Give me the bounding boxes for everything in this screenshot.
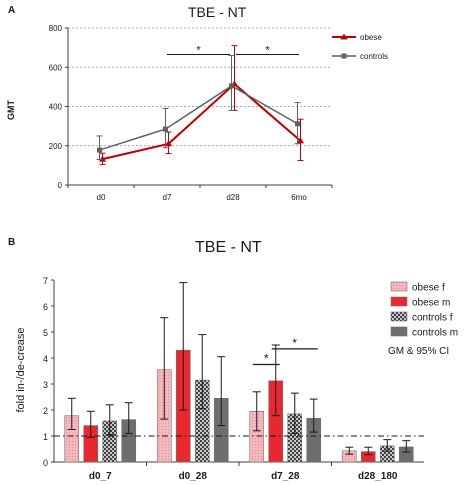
legend-obese-label: obese — [360, 33, 382, 42]
significance-star: * — [292, 336, 297, 350]
legend-label: obese f — [412, 283, 445, 294]
panel-a-legend: obese controls — [332, 33, 388, 61]
panel-a-gridlines — [68, 27, 332, 147]
x-tick-label: d28 — [226, 193, 240, 202]
significance-star: * — [196, 44, 201, 56]
data-point — [297, 137, 304, 144]
y-tick-label: 0 — [58, 181, 63, 190]
data-point — [295, 121, 300, 127]
series-obese-m — [83, 282, 376, 463]
legend-swatch — [390, 311, 408, 322]
significance-star: * — [265, 44, 270, 56]
panel-a-ylabel: GMT — [6, 100, 16, 120]
x-tick-label: d28_180 — [358, 471, 398, 482]
series-controls-f — [102, 334, 395, 463]
data-point — [99, 155, 106, 162]
legend-swatch — [390, 281, 408, 292]
panel-b-x-ticks: d0_7 d0_28 d7_28 d28_180 — [89, 462, 398, 482]
legend-swatch — [390, 326, 408, 337]
panel-a-y-ticks: 0 200 400 600 800 — [49, 24, 68, 190]
y-tick-label: 800 — [49, 24, 63, 33]
panel-b-label: B — [8, 237, 15, 248]
data-point — [229, 83, 234, 89]
panel-b-significance: ** — [252, 336, 318, 366]
series-line — [102, 82, 302, 161]
x-tick-label: d7 — [163, 193, 172, 202]
series-obese-f — [64, 317, 357, 463]
y-tick-label: 4 — [43, 354, 48, 364]
x-tick-label: d0_28 — [179, 471, 208, 482]
y-tick-label: 600 — [49, 63, 63, 72]
x-tick-label: d0 — [97, 193, 106, 202]
data-point — [97, 147, 102, 153]
panel-a-significance: * * — [167, 44, 299, 56]
panel-b-title: TBE - NT — [195, 239, 262, 256]
panel-a-x-ticks: d0 d7 d28 6mo — [67, 185, 333, 202]
series-controls-m — [121, 356, 414, 463]
panel-a-series — [96, 45, 304, 165]
panel-a-label: A — [8, 5, 15, 16]
x-tick-label: 6mo — [291, 193, 307, 202]
y-tick-label: 5 — [43, 328, 48, 338]
series-line — [99, 85, 298, 151]
y-tick-label: 0 — [43, 458, 48, 468]
data-point — [163, 126, 168, 132]
panel-a-title: TBE - NT — [188, 4, 247, 20]
x-tick-label: d0_7 — [89, 471, 112, 482]
y-tick-label: 200 — [49, 142, 63, 151]
series-controls — [96, 54, 301, 160]
legend-label: obese m — [412, 298, 450, 309]
panel-b-y-ticks: 0 1 2 3 4 5 6 7 — [43, 276, 54, 468]
data-point — [165, 140, 172, 147]
y-tick-label: 3 — [43, 380, 48, 390]
y-tick-label: 2 — [43, 406, 48, 416]
panel-b: B TBE - NT fold in-/de-crease 0 1 2 3 4 5 6 7 d… — [8, 237, 458, 482]
legend-label: controls m — [412, 328, 458, 339]
significance-star: * — [264, 352, 269, 366]
legend-note: GM & 95% CI — [388, 346, 449, 357]
y-tick-label: 400 — [49, 103, 63, 112]
panel-b-ylabel: fold in-/de-crease — [15, 328, 27, 413]
y-tick-label: 6 — [43, 302, 48, 312]
y-tick-label: 7 — [43, 276, 48, 286]
panel-b-legend: obese f obese m controls f controls m GM & 9… — [388, 281, 458, 357]
legend-controls-marker — [341, 53, 347, 59]
legend-swatch — [390, 296, 408, 307]
legend-obese-marker — [340, 33, 348, 40]
legend-label: controls f — [412, 313, 453, 324]
x-tick-label: d7_28 — [271, 471, 300, 482]
y-tick-label: 1 — [43, 432, 48, 442]
legend-controls-label: controls — [360, 52, 388, 61]
panel-b-bars — [64, 282, 414, 463]
